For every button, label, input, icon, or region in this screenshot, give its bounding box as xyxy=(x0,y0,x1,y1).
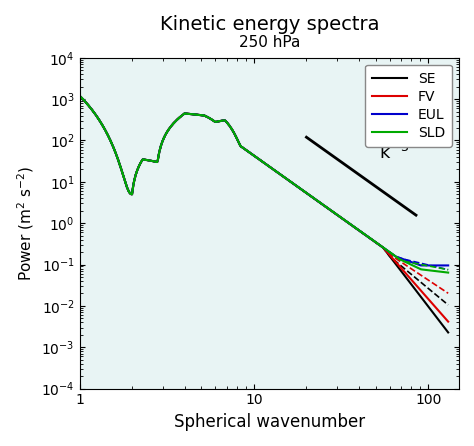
SE xyxy=(437,318,442,323)
Text: k$^{-3}$: k$^{-3}$ xyxy=(379,143,409,163)
FV xyxy=(254,155,260,161)
EUL xyxy=(379,244,384,249)
FV xyxy=(379,244,384,249)
SLD xyxy=(254,155,260,161)
SLD xyxy=(252,153,257,159)
FV xyxy=(445,319,451,324)
FV xyxy=(296,185,302,190)
SLD xyxy=(77,93,82,99)
X-axis label: Spherical wavenumber: Spherical wavenumber xyxy=(174,413,365,431)
FV xyxy=(252,153,257,159)
SE xyxy=(77,93,82,99)
SE xyxy=(445,330,451,335)
EUL xyxy=(77,93,82,99)
SE xyxy=(296,185,302,190)
Text: 250 hPa: 250 hPa xyxy=(238,34,300,50)
SLD xyxy=(379,244,384,249)
Line: SE: SE xyxy=(80,96,448,332)
SE xyxy=(379,244,384,249)
EUL xyxy=(252,153,257,159)
FV xyxy=(437,309,442,314)
FV xyxy=(77,93,82,99)
EUL xyxy=(445,263,451,268)
SLD xyxy=(437,269,442,274)
SLD xyxy=(445,270,451,275)
EUL xyxy=(254,155,260,161)
SE xyxy=(276,171,282,176)
EUL xyxy=(296,185,302,190)
SE xyxy=(252,153,257,159)
Line: SLD: SLD xyxy=(80,96,448,273)
Legend: SE, FV, EUL, SLD: SE, FV, EUL, SLD xyxy=(365,65,452,147)
SLD xyxy=(276,171,282,176)
SE xyxy=(254,155,260,161)
Title: Kinetic energy spectra: Kinetic energy spectra xyxy=(160,15,379,34)
SLD xyxy=(296,185,302,190)
Y-axis label: Power (m$^2$ s$^{-2}$): Power (m$^2$ s$^{-2}$) xyxy=(15,165,36,281)
EUL xyxy=(418,263,424,268)
FV xyxy=(276,171,282,176)
Line: FV: FV xyxy=(80,96,448,322)
Line: EUL: EUL xyxy=(80,96,448,265)
EUL xyxy=(276,171,282,176)
EUL xyxy=(437,263,443,268)
